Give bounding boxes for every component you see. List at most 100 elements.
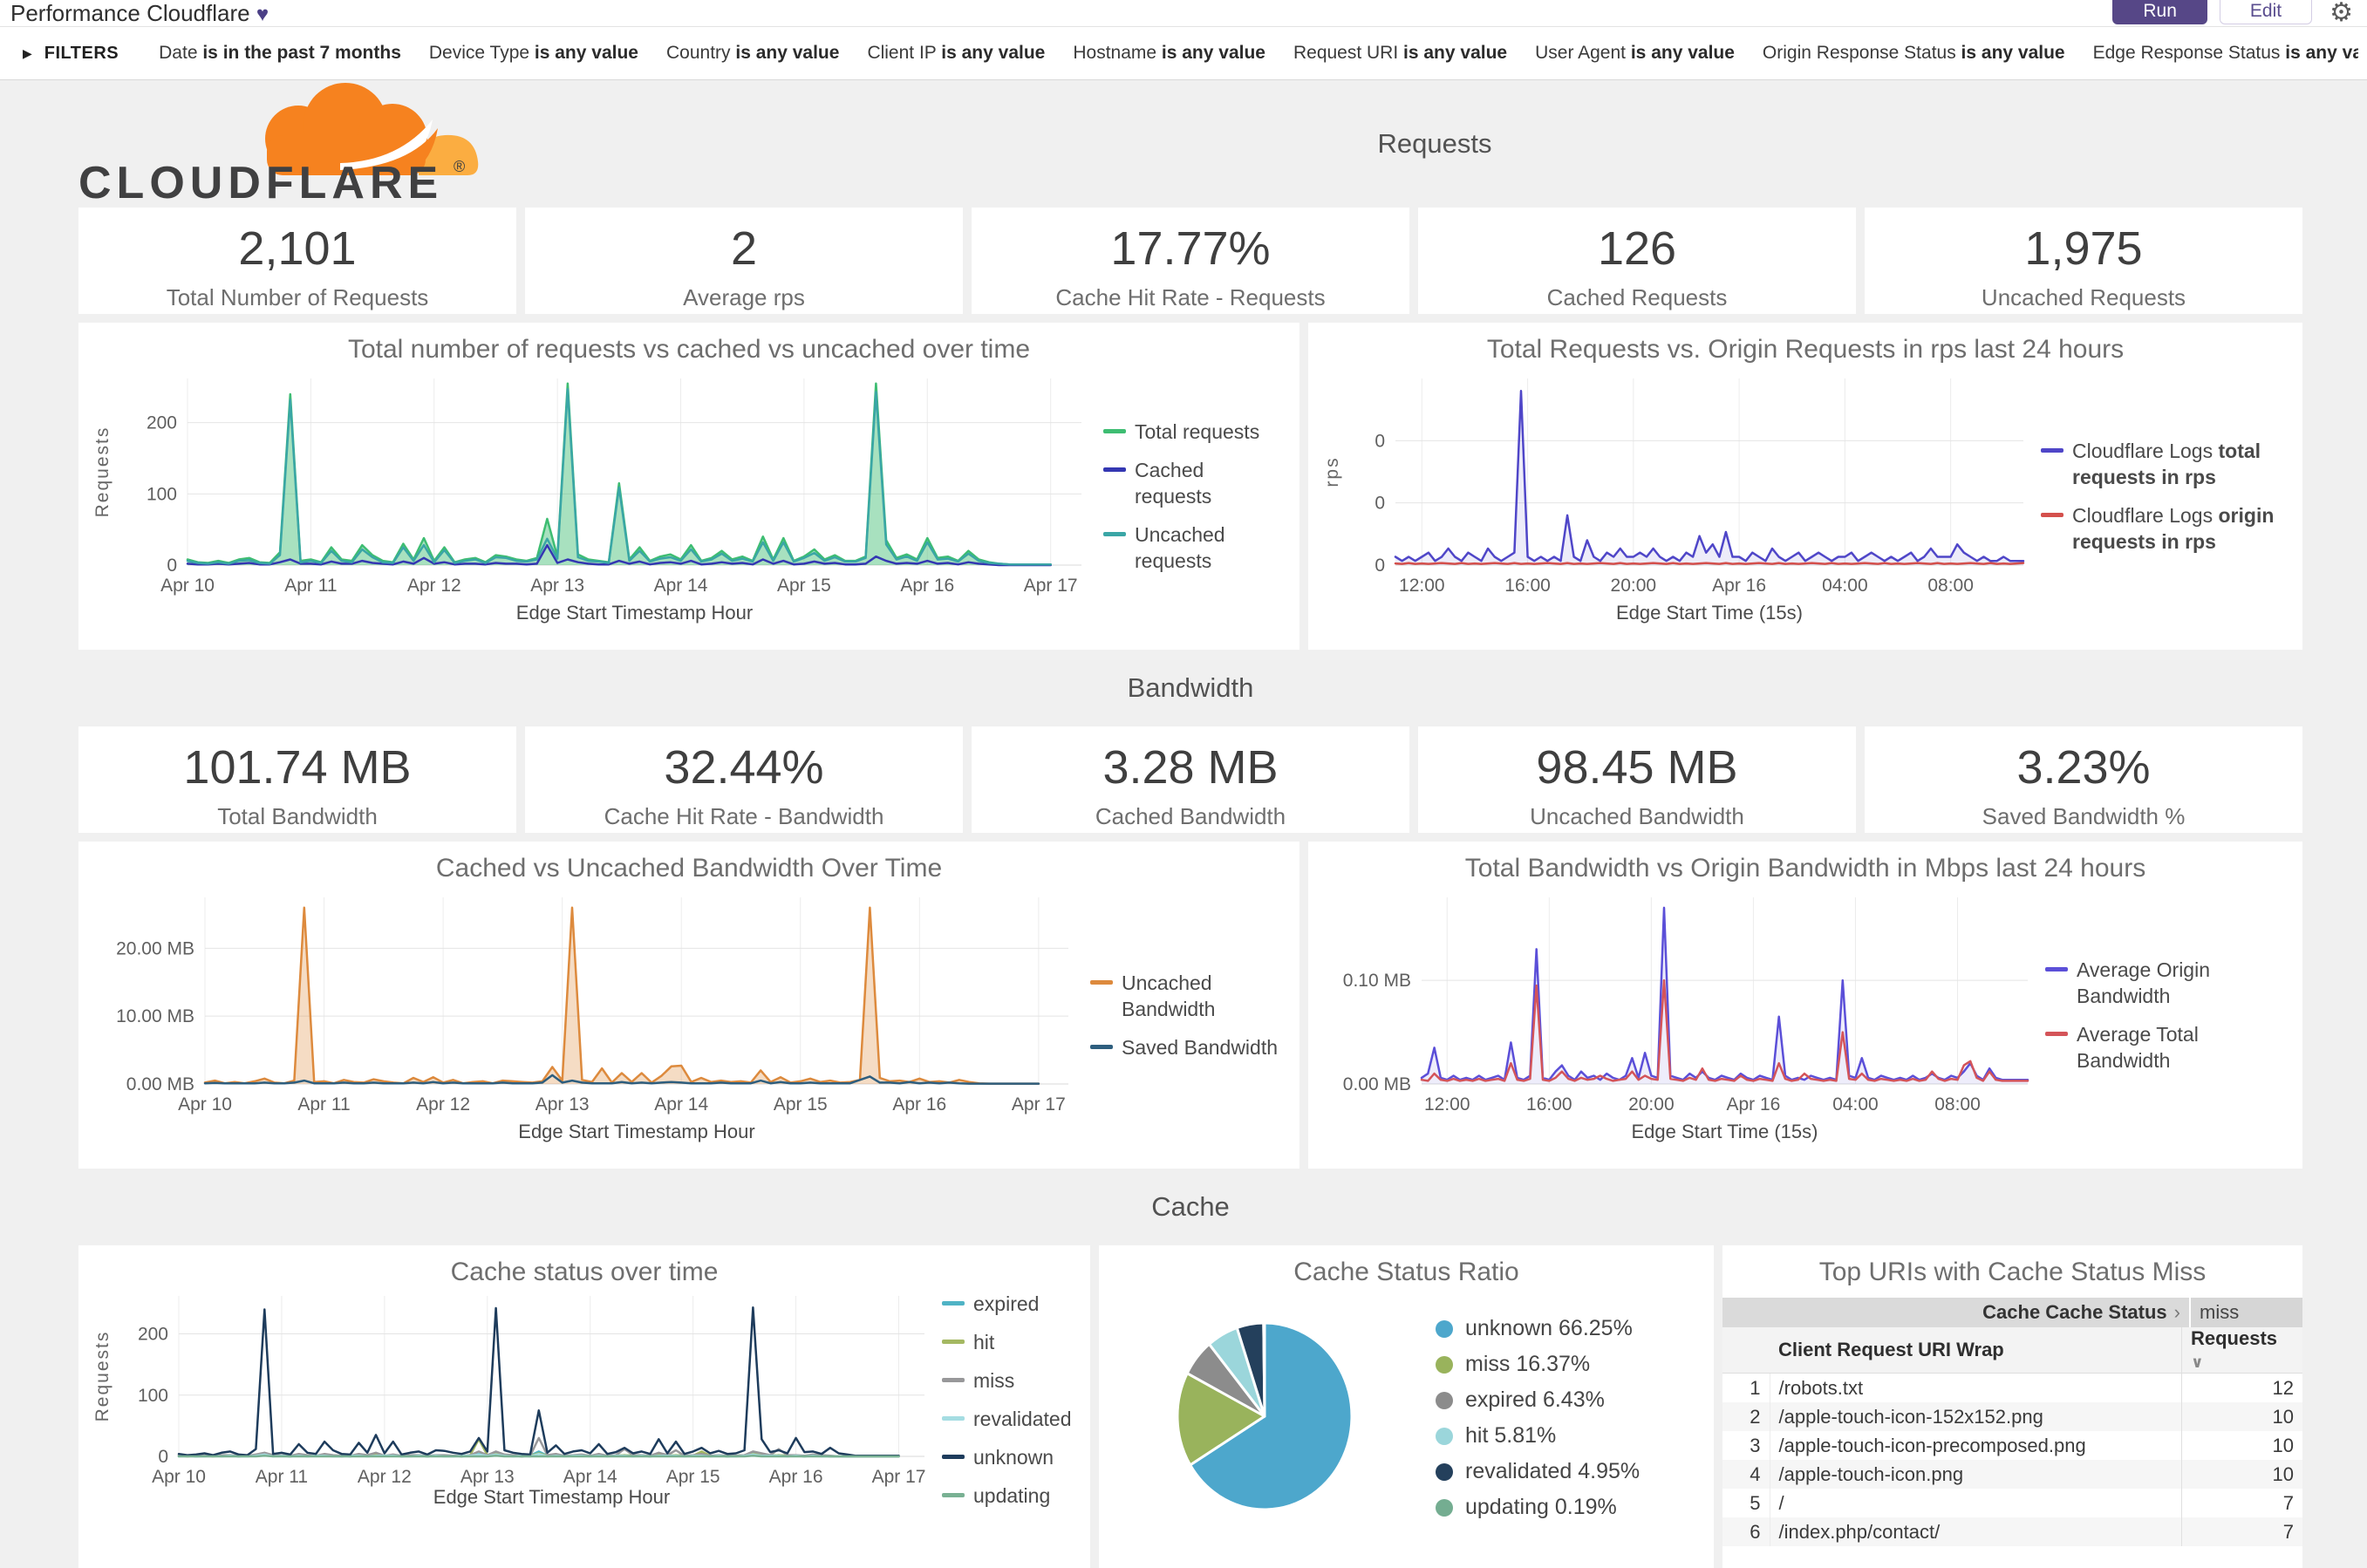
row-uri[interactable]: /: [1778, 1491, 1784, 1514]
legend-label: Uncached Bandwidth: [1122, 971, 1216, 1020]
chart-rps-24h: 12:00 16:00 20:00 Apr 16 04:00 08:00 0 0 0 rps Edg…: [1308, 365, 2302, 628]
gear-icon[interactable]: ⚙: [2329, 0, 2353, 27]
pie-slice-miss[interactable]: [1176, 1372, 1266, 1467]
pie-slice-updating[interactable]: [1262, 1321, 1266, 1418]
svg-text:0: 0: [1374, 556, 1385, 576]
pie-legend-item-revalidated[interactable]: revalidated 4.95%: [1436, 1459, 1640, 1484]
legend-label: Cached requests: [1135, 459, 1212, 508]
legend-swatch: [1103, 467, 1126, 472]
kpi-label: Cache Hit Rate - Requests: [1055, 284, 1326, 310]
filter-list: Date is in the past 7 months Device Type …: [159, 43, 2358, 64]
svg-text:04:00: 04:00: [1832, 1094, 1879, 1115]
svg-text:Apr 11: Apr 11: [256, 1467, 308, 1487]
filter-chip-date[interactable]: Date is in the past 7 months: [159, 43, 401, 64]
svg-text:0.10 MB: 0.10 MB: [1343, 971, 1411, 991]
section-heading-requests: Requests: [1377, 128, 1492, 159]
registered-mark: ®: [454, 158, 465, 175]
table-row[interactable]: 4/apple-touch-icon.png 10: [1722, 1460, 2302, 1489]
pie-legend-item-miss[interactable]: miss 16.37%: [1436, 1352, 1640, 1377]
table-row[interactable]: 2/apple-touch-icon-152x152.png 10: [1722, 1402, 2302, 1431]
svg-text:Apr 11: Apr 11: [284, 576, 337, 596]
kpi-label: Cache Hit Rate - Bandwidth: [604, 803, 884, 829]
kpi-label: Total Bandwidth: [217, 803, 378, 829]
legend-label: Average Origin Bandwidth: [2077, 958, 2210, 1007]
svg-text:Apr 16: Apr 16: [1712, 576, 1766, 596]
legend-item-cloudflare-logs[interactable]: Cloudflare Logs total requests in rps: [2041, 438, 2285, 490]
legend-item-expired[interactable]: expired: [942, 1291, 1086, 1317]
legend-item-hit[interactable]: hit: [942, 1329, 1086, 1355]
filters-expand-icon[interactable]: ▶: [23, 45, 32, 60]
tile-bandwidth-24h: Total Bandwidth vs Origin Bandwidth in M…: [1308, 842, 2302, 1169]
pie-slice-unknown[interactable]: [1189, 1321, 1354, 1511]
filter-chip-origin-response-status[interactable]: Origin Response Status is any value: [1763, 43, 2065, 64]
uri-column-header[interactable]: Client Request URI Wrap: [1770, 1327, 2182, 1374]
svg-text:Apr 17: Apr 17: [1024, 576, 1078, 596]
legend-item-revalidated[interactable]: revalidated: [942, 1406, 1086, 1432]
pivot-field[interactable]: Cache Cache Status ›: [1722, 1298, 2189, 1327]
tile-cache-status-ratio: Cache Status Ratio unknown 66.25% miss 16…: [1099, 1245, 1714, 1568]
row-uri[interactable]: /apple-touch-icon-152x152.png: [1778, 1405, 2043, 1428]
table-row[interactable]: 3/apple-touch-icon-precomposed.png 10: [1722, 1431, 2302, 1460]
filter-chip-device-type[interactable]: Device Type is any value: [429, 43, 638, 64]
chart-legend: Average Origin Bandwidth Average Total Ba…: [2045, 883, 2289, 1147]
svg-text:Apr 14: Apr 14: [654, 1094, 708, 1115]
requests-over-time-canvas[interactable]: Apr 10 Apr 11 Apr 12 Apr 13 Apr 14 Apr 15 Apr …: [87, 365, 1103, 628]
pie-legend-item-updating[interactable]: updating 0.19%: [1436, 1495, 1640, 1520]
legend-item-uncached-requests[interactable]: Uncached requests: [1103, 522, 1273, 574]
legend-label: revalidated: [973, 1408, 1072, 1430]
legend-label: Average Total Bandwidth: [2077, 1023, 2199, 1072]
legend-swatch: [2045, 1032, 2068, 1036]
chart-title: Total Bandwidth vs Origin Bandwidth in M…: [1464, 854, 2146, 883]
legend-item-average-origin-bandwidth[interactable]: Average Origin Bandwidth: [2045, 957, 2289, 1009]
filter-chip-client-ip[interactable]: Client IP is any value: [867, 43, 1045, 64]
filter-chip-hostname[interactable]: Hostname is any value: [1073, 43, 1265, 64]
svg-text:Edge Start Time (15s): Edge Start Time (15s): [1632, 1121, 1818, 1142]
row-uri[interactable]: /robots.txt: [1778, 1376, 1864, 1399]
table-row[interactable]: 5 / 7: [1722, 1489, 2302, 1517]
dashboard-title: Performance Cloudflare ♥: [10, 0, 269, 26]
cache-status-ratio-canvas[interactable]: [1116, 1287, 1413, 1549]
bandwidth-24h-canvas[interactable]: 12:00 16:00 20:00 Apr 16 04:00 08:00 0.00 MB 0.…: [1317, 883, 2045, 1147]
legend-item-cloudflare-logs[interactable]: Cloudflare Logs origin requests in rps: [2041, 502, 2285, 555]
sort-desc-icon[interactable]: ∨: [2191, 1353, 2204, 1371]
pie-legend-item-expired[interactable]: expired 6.43%: [1436, 1387, 1640, 1413]
row-uri[interactable]: /apple-touch-icon-precomposed.png: [1778, 1434, 2086, 1456]
filter-field: Device Type: [428, 43, 535, 63]
table-row[interactable]: 1/robots.txt 12: [1722, 1373, 2302, 1402]
chart-title: Cache status over time: [450, 1258, 719, 1286]
chart-requests-over-time: Apr 10 Apr 11 Apr 12 Apr 13 Apr 14 Apr 15 Apr …: [78, 365, 1299, 628]
filter-chip-edge-response-status[interactable]: Edge Response Status is any value: [2093, 43, 2358, 64]
pie-legend-item-hit[interactable]: hit 5.81%: [1436, 1423, 1640, 1449]
legend-swatch: [942, 1378, 965, 1382]
legend-item-miss[interactable]: miss: [942, 1367, 1086, 1394]
row-uri[interactable]: /index.php/contact/: [1778, 1520, 1941, 1543]
svg-text:16:00: 16:00: [1504, 576, 1551, 596]
legend-item-uncached-bandwidth[interactable]: Uncached Bandwidth: [1090, 970, 1291, 1022]
cache-status-over-time-canvas[interactable]: Apr 10 Apr 11 Apr 12 Apr 13 Apr 14 Apr 15 Apr …: [87, 1287, 942, 1512]
legend-item-saved-bandwidth[interactable]: Saved Bandwidth: [1090, 1034, 1291, 1060]
filter-chip-request-uri[interactable]: Request URI is any value: [1293, 43, 1507, 64]
requests-column-header[interactable]: Requests ∨: [2181, 1327, 2302, 1374]
rps-24h-canvas[interactable]: 12:00 16:00 20:00 Apr 16 04:00 08:00 0 0 0 rps Edg…: [1317, 365, 2041, 628]
kpi-label: Cached Requests: [1546, 284, 1728, 310]
filter-chip-user-agent[interactable]: User Agent is any value: [1535, 43, 1735, 64]
svg-text:Apr 16: Apr 16: [1726, 1094, 1780, 1115]
row-uri[interactable]: /apple-touch-icon.png: [1778, 1462, 1964, 1485]
edit-button[interactable]: Edit: [2219, 0, 2313, 24]
filter-chip-country[interactable]: Country is any value: [666, 43, 839, 64]
run-button[interactable]: Run: [2112, 0, 2207, 24]
pie-legend: unknown 66.25% miss 16.37% expired 6.43% hi…: [1436, 1311, 1640, 1525]
table-row[interactable]: 6/index.php/contact/7: [1722, 1517, 2302, 1546]
kpi-card: 17.77% Cache Hit Rate - Requests: [972, 208, 1409, 314]
legend-item-average-total-bandwidth[interactable]: Average Total Bandwidth: [2045, 1021, 2289, 1074]
legend-item-updating[interactable]: updating: [942, 1483, 1086, 1509]
bandwidth-over-time-canvas[interactable]: Apr 10 Apr 11 Apr 12 Apr 13 Apr 14 Apr 15 Apr …: [87, 883, 1090, 1147]
pie-legend-item-unknown[interactable]: unknown 66.25%: [1436, 1316, 1640, 1341]
svg-text:0.00 MB: 0.00 MB: [1343, 1074, 1411, 1094]
kpi-label: Uncached Requests: [1981, 284, 2186, 310]
legend-item-total-requests[interactable]: Total requests: [1103, 419, 1273, 445]
legend-item-cached-requests[interactable]: Cached requests: [1103, 457, 1273, 509]
legend-item-unknown[interactable]: unknown: [942, 1444, 1086, 1470]
legend-label: miss: [973, 1369, 1015, 1392]
pivot-field-label: Cache Cache Status: [1982, 1301, 2167, 1323]
